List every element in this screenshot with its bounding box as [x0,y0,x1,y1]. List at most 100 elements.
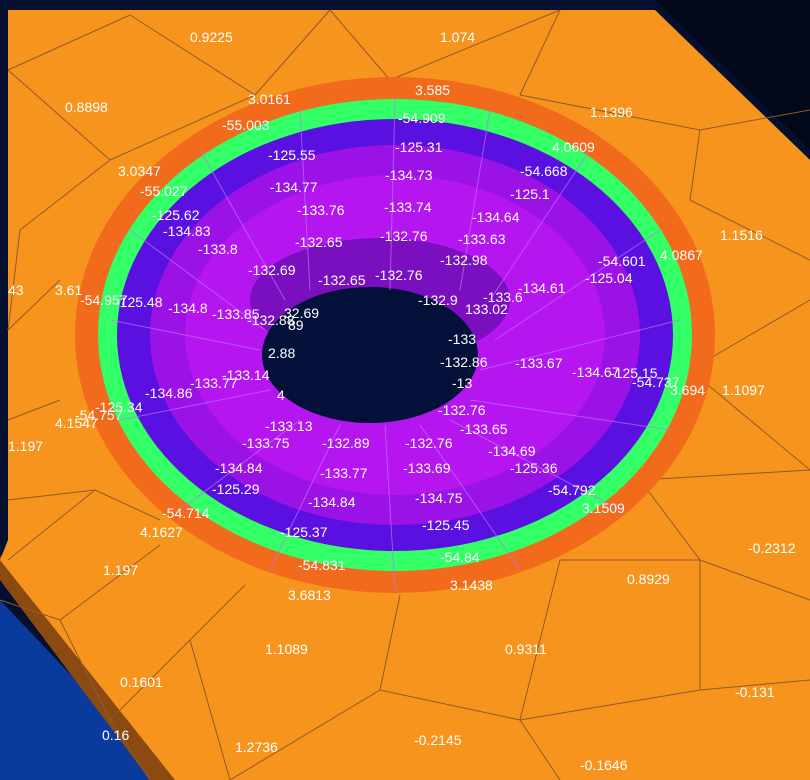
nodal-value-label: -132.76 [380,228,428,244]
nodal-value-label: 3.1509 [582,500,625,516]
nodal-value-label: -132.98 [440,252,488,268]
nodal-value-label: 3.6813 [288,587,331,603]
nodal-value-label: -54.909 [398,110,446,126]
nodal-value-label: 4.1547 [55,415,98,431]
nodal-value-label: -134.67 [572,364,620,380]
nodal-value-label: -125.55 [268,147,316,163]
nodal-value-label: 3.1438 [450,577,493,593]
nodal-value-label: -0.2145 [414,732,462,748]
nodal-value-label: 0.8898 [65,99,108,115]
nodal-value-label: -133.13 [265,418,313,434]
nodal-value-label: 4 [277,387,285,403]
nodal-value-label: 133.02 [465,301,508,317]
nodal-value-label: 0.8929 [627,571,670,587]
outer-mesh-lines [0,9,810,780]
nodal-value-label: 2.88 [268,345,295,361]
nodal-value-label: 1.1097 [722,382,765,398]
nodal-value-label: -132.76 [405,435,453,451]
nodal-value-label: -134.73 [385,167,433,183]
nodal-value-label: -133.85 [212,306,260,322]
nodal-value-label: -132.65 [318,272,366,288]
nodal-value-label: -13 [452,375,472,391]
nodal-value-label: -125.37 [280,524,328,540]
nodal-value-label: -125.31 [395,139,443,155]
nodal-value-label: 4.1627 [140,524,183,540]
nodal-value-label: 4.0609 [552,139,595,155]
nodal-value-label: 3.694 [670,382,705,398]
nodal-value-label: 1.2736 [235,739,278,755]
nodal-value-label: 1.1396 [590,104,633,120]
nodal-value-label: -134.8 [168,300,208,316]
nodal-value-label: -54.714 [162,505,210,521]
nodal-value-label: -132.76 [438,402,486,418]
nodal-value-label: -54.601 [598,253,646,269]
nodal-value-label: 0.9311 [505,641,547,657]
nodal-value-label: -133.6 [483,289,523,305]
nodal-value-label: -0.131 [735,684,775,700]
nodal-value-label: -125.1 [510,186,550,202]
hole [262,287,478,423]
nodal-value-label: -134.64 [472,209,520,225]
nodal-value-label: -133.74 [384,199,432,215]
nodal-value-label: -55.027 [140,183,188,199]
nodal-value-label: 1.197 [103,562,138,578]
nodal-value-label: -132.69 [248,262,296,278]
nodal-value-label: 1.074 [440,29,475,45]
nodal-value-label: -54.84 [440,549,480,565]
background-dark-region [655,0,810,150]
nodal-value-label: -133.67 [515,355,563,371]
nodal-value-label: -125.15 [610,365,658,381]
nodal-value-label: -125.45 [422,517,470,533]
nodal-value-label: 0.16 [102,727,129,743]
nodal-value-label: -132.9 [418,292,458,308]
nodal-value-label: -134.75 [415,490,463,506]
nodal-value-label: 89 [288,317,304,333]
nodal-value-label: -125.62 [152,207,200,223]
nodal-value-label: 3.61 [55,282,82,298]
nodal-value-label: -133.69 [403,460,451,476]
nodal-value-label: -132.89 [322,435,370,451]
nodal-value-label: -134.69 [488,443,536,459]
nodal-value-label: -125.36 [510,460,558,476]
nodal-value-label: -132.65 [295,234,343,250]
nodal-value-label: -54.668 [520,163,568,179]
nodal-value-label: -125.34 [95,399,143,415]
nodal-value-label: 1.1516 [720,227,763,243]
nodal-value-label: -54.831 [298,557,346,573]
nodal-value-label: 0.1601 [120,674,163,690]
nodal-value-labels: 0.9225 1.074 0.8898 3.0161 3.585 1.1396 -55.00… [8,29,796,773]
nodal-value-label: 0.9225 [190,29,233,45]
nodal-value-label: -134.83 [163,223,211,239]
nodal-value-label: -133.14 [222,367,270,383]
nodal-value-label: -132.76 [375,267,423,283]
nodal-value-label: -54.737 [632,374,680,390]
nodal-value-label: -133.77 [320,465,368,481]
nodal-value-label: -132.86 [440,354,488,370]
nodal-value-label: -55.003 [222,117,270,133]
nodal-value-label: -125.48 [115,294,163,310]
nodal-value-label: -54.757 [75,407,123,423]
nodal-value-label: -134.61 [518,280,566,296]
nodal-value-label: -125.29 [212,481,260,497]
nodal-value-label: -133.65 [460,421,508,437]
nodal-value-label: 3.0161 [248,91,291,107]
nodal-value-label: -133.63 [458,231,506,247]
nodal-value-label: -133.75 [242,435,290,451]
nodal-value-label: -125.04 [585,270,633,286]
nodal-value-label: 43 [8,282,24,298]
nodal-value-label: -134.84 [215,460,263,476]
nodal-value-label: 32.69 [284,305,319,321]
nodal-value-label: 1.197 [8,438,43,454]
nodal-value-label: -134.86 [145,385,193,401]
nodal-value-label: -133.76 [297,202,345,218]
nodal-value-label: -134.77 [270,179,318,195]
nodal-value-label: 1.1089 [265,641,308,657]
nodal-value-label: -133 [448,331,476,347]
nodal-value-label: -54.957 [80,292,128,308]
nodal-value-label: -54.792 [548,482,596,498]
nodal-value-label: -132.88 [247,312,295,328]
radial-mesh-lines [109,99,681,591]
nodal-value-label: 3.0347 [118,163,161,179]
nodal-value-label: 4.0867 [660,247,703,263]
